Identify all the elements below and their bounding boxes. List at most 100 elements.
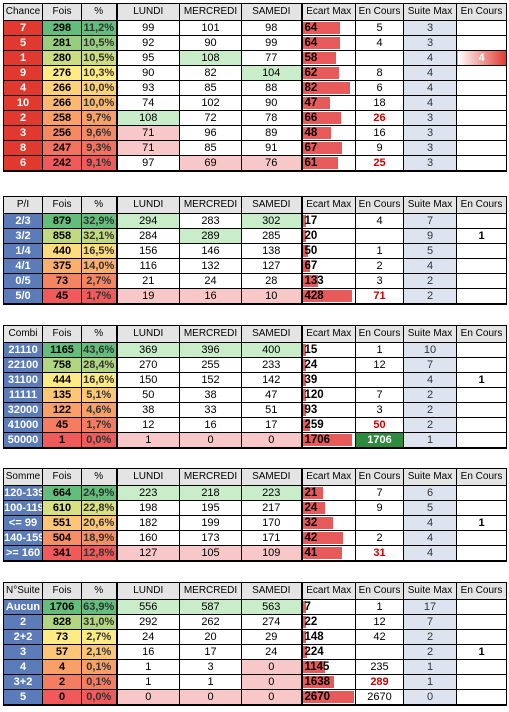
mercredi-count: 33	[179, 402, 242, 418]
ecart-max-cell: 93	[301, 402, 356, 418]
column-header-suite: Suite Max	[403, 468, 457, 486]
percent-value: 9,6%	[81, 125, 117, 141]
table-row: 2 258 9,7% 108 72 78 66 26 3	[3, 110, 507, 126]
ecart-max-value: 120	[304, 389, 324, 401]
mercredi-count: 16	[179, 288, 242, 305]
samedi-count: 91	[241, 140, 303, 156]
ecart-max-bar	[302, 661, 325, 673]
ecart-max-value: 7	[304, 601, 311, 613]
row-label: 0/5	[3, 273, 43, 289]
fois-count: 1706	[42, 599, 82, 615]
column-header-encours: En Cours	[355, 582, 404, 600]
samedi-count: 78	[241, 110, 303, 126]
row-label: 8	[3, 140, 43, 156]
ecart-max-bar	[302, 22, 340, 34]
suite-max-value: 1	[403, 659, 457, 675]
table-header-row: Combi Fois% LUNDI MERCREDI SAMEDI Ecart Max En…	[3, 325, 507, 343]
samedi-count: 274	[241, 614, 303, 630]
percent-value: 63,9%	[81, 599, 117, 615]
percent-value: 0,0%	[81, 432, 117, 449]
percent-value: 10,0%	[81, 80, 117, 96]
suite-max-value: 1	[403, 432, 457, 449]
en-cours-suite-value	[456, 273, 507, 289]
ecart-max-cell: 15	[301, 342, 356, 358]
ecart-max-cell: 39	[301, 372, 356, 388]
en-cours-suite-value	[456, 155, 507, 172]
mercredi-count: 587	[179, 599, 242, 615]
row-label: 6	[3, 155, 43, 172]
ecart-max-value: 17	[304, 215, 318, 227]
suite-max-value: 4	[403, 80, 457, 96]
samedi-count: 10	[241, 288, 303, 305]
ecart-max-cell: 62	[301, 65, 356, 81]
lundi-count: 92	[115, 35, 180, 51]
en-cours-suite-value	[456, 674, 507, 690]
percent-value: 10,3%	[81, 65, 117, 81]
column-header-encours: En Cours	[355, 468, 404, 486]
samedi-count: 127	[241, 258, 303, 274]
table-row: 31100 444 16,6% 150 152 142 39 4 1	[3, 372, 507, 388]
suite-max-value: 4	[403, 530, 457, 546]
ecart-max-cell: 1706	[301, 432, 356, 449]
suite-max-value: 4	[403, 50, 457, 66]
en-cours-value: 71	[355, 288, 404, 305]
row-label: Aucun	[3, 599, 43, 615]
en-cours-suite-value	[456, 20, 507, 36]
fois-count: 122	[42, 402, 82, 418]
percent-value: 0,1%	[81, 659, 117, 675]
mercredi-count: 396	[179, 342, 242, 358]
mercredi-count: 101	[179, 20, 242, 36]
en-cours-suite-value	[456, 500, 507, 516]
percent-value: 10,0%	[81, 95, 117, 111]
column-header-encours2: En Cours	[456, 325, 507, 343]
en-cours-value: 16	[355, 125, 404, 141]
samedi-count: 400	[241, 342, 303, 358]
en-cours-value: 2	[355, 530, 404, 546]
suite-max-value: 3	[403, 155, 457, 172]
samedi-count: 138	[241, 243, 303, 259]
table-row: 32000 122 4,6% 38 33 51 93 3 2	[3, 402, 507, 418]
ecart-max-value: 93	[304, 404, 318, 416]
samedi-count: 51	[241, 402, 303, 418]
lundi-count: 19	[115, 288, 180, 305]
row-label: 120-139	[3, 485, 43, 501]
row-label: 7	[3, 20, 43, 36]
ecart-max-bar	[302, 532, 343, 544]
table-row: 21110 1165 43,6% 369 396 400 15 1 10	[3, 342, 507, 358]
samedi-count: 77	[241, 50, 303, 66]
en-cours-value	[355, 372, 404, 388]
suite-max-value: 4	[403, 95, 457, 111]
percent-value: 2,7%	[81, 629, 117, 645]
lundi-count: 74	[115, 95, 180, 111]
table-title: Chance	[3, 3, 43, 21]
ecart-max-cell: 47	[301, 95, 356, 111]
fois-count: 610	[42, 500, 82, 516]
en-cours-suite-value	[456, 530, 507, 546]
ecart-max-bar	[302, 290, 353, 302]
samedi-count: 0	[241, 659, 303, 675]
samedi-count: 89	[241, 125, 303, 141]
en-cours-value	[355, 50, 404, 66]
percent-value: 4,6%	[81, 402, 117, 418]
samedi-count: 0	[241, 689, 303, 706]
table-row: 8 247 9,3% 71 85 91 67 9 3	[3, 140, 507, 156]
ecart-max-cell: 32	[301, 515, 356, 531]
table-row: 9 276 10,3% 90 82 104 62 8 4	[3, 65, 507, 81]
table-row: 3+2 2 0,1% 1 1 0 1638 289 1	[3, 674, 507, 690]
table-row: 2+2 73 2,7% 24 20 29 148 42 2	[3, 629, 507, 645]
suite-max-value: 2	[403, 387, 457, 403]
row-label: 9	[3, 65, 43, 81]
ecart-max-bar	[302, 142, 342, 154]
fois-count: 758	[42, 357, 82, 373]
en-cours-value: 2	[355, 258, 404, 274]
lundi-count: 150	[115, 372, 180, 388]
lundi-count: 0	[115, 689, 180, 706]
ecart-max-cell: 64	[301, 20, 356, 36]
suite-max-value: 0	[403, 689, 457, 706]
en-cours-value: 2670	[355, 689, 404, 706]
ecart-max-bar	[302, 616, 306, 628]
suite-max-value: 9	[403, 228, 457, 244]
en-cours-value: 7	[355, 485, 404, 501]
en-cours-suite-value: 1	[456, 228, 507, 244]
lundi-count: 198	[115, 500, 180, 516]
